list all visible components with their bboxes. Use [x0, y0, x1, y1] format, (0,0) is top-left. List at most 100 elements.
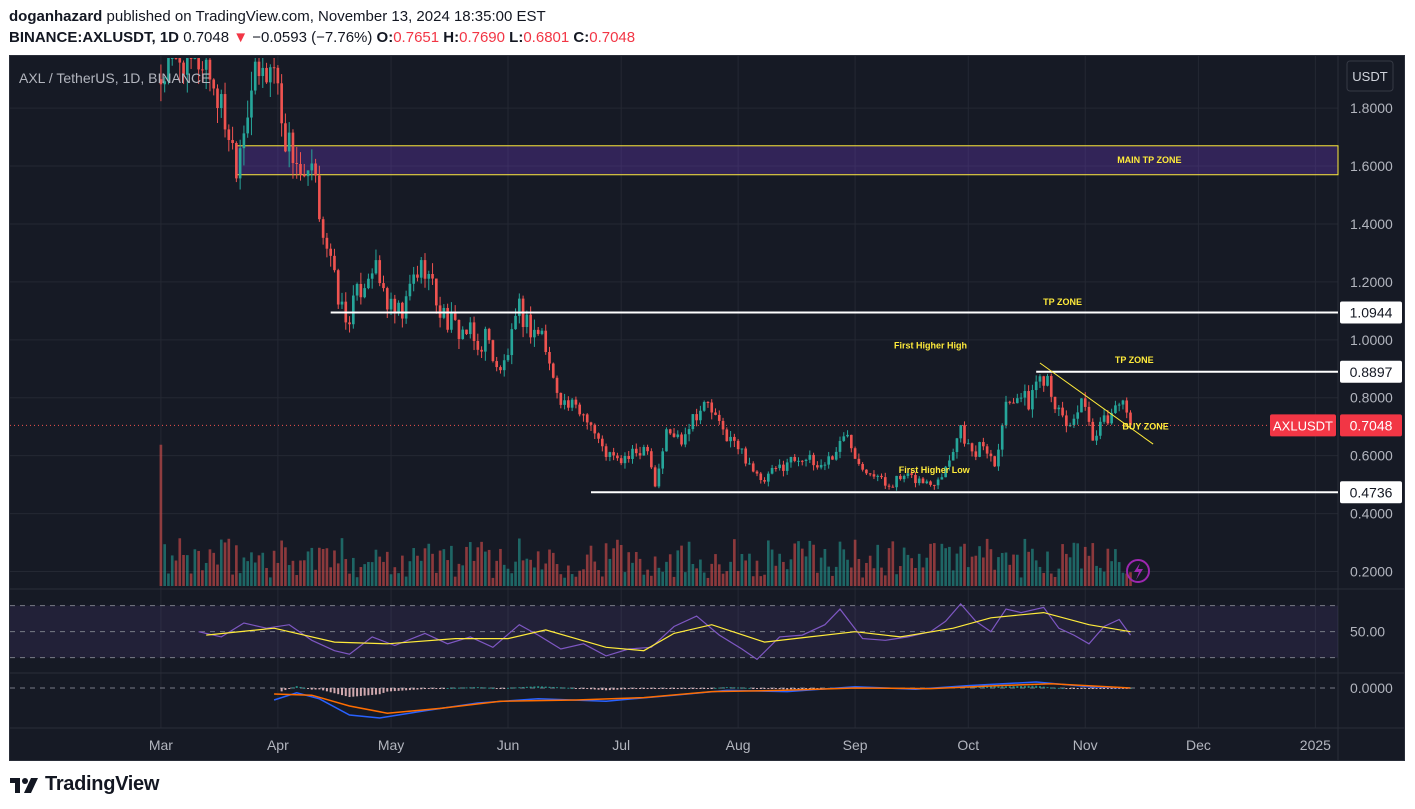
macd-histogram-bar [488, 687, 491, 689]
volume-bar [653, 556, 657, 586]
volume-bar [634, 551, 638, 586]
volume-bar [438, 550, 442, 586]
macd-histogram-bar [654, 688, 657, 689]
macd-histogram-bar [661, 688, 664, 689]
author-name[interactable]: doganhazard [9, 8, 103, 25]
candle-body [868, 473, 872, 475]
tradingview-logo-icon [10, 777, 38, 793]
candle-body [631, 448, 634, 459]
candle-body [891, 486, 895, 488]
macd-histogram-bar [1027, 685, 1030, 688]
volume-bar [242, 557, 246, 586]
volume-bar [751, 576, 755, 586]
volume-bar [434, 572, 438, 586]
macd-histogram-bar [363, 688, 366, 696]
candle-body [1065, 415, 1068, 427]
candle-body [766, 473, 770, 482]
tradingview-brand[interactable]: TradingView [45, 773, 160, 795]
macd-histogram-bar [491, 687, 494, 689]
volume-bar [268, 577, 272, 586]
volume-bar [668, 554, 672, 586]
volume-bar [506, 568, 510, 586]
candle-body [219, 94, 223, 109]
symbol-tag [1270, 414, 1336, 437]
candle-body [831, 456, 834, 460]
macd-histogram-bar [627, 688, 630, 690]
macd-histogram-bar [412, 688, 415, 690]
candle-body [506, 355, 510, 361]
candle-body [593, 424, 597, 434]
macd-histogram-bar [993, 686, 996, 688]
annotation-labels: MAIN TP ZONE TP ZONE TP ZONE First Higher H… [894, 155, 1181, 475]
volume-bar [521, 560, 525, 586]
volume-bar [378, 556, 382, 586]
candle-body [480, 349, 483, 352]
macd-histogram-bar [771, 688, 774, 689]
candle-body [865, 469, 868, 474]
macd-histogram-bar [695, 688, 698, 689]
volume-bar [963, 543, 966, 586]
candle-body [487, 328, 491, 341]
volume-bar [465, 546, 468, 586]
candle-body [536, 329, 540, 334]
volume-bar [223, 542, 227, 586]
macd-histogram-bar [986, 686, 989, 688]
price-tick-label: 0.4000 [1350, 506, 1393, 522]
candle-body [1012, 402, 1015, 404]
time-tick-label: 2025 [1300, 737, 1331, 753]
candle-body [695, 414, 698, 421]
volume-bar [1087, 555, 1091, 586]
macd-histogram-bar [1038, 686, 1041, 688]
macd-histogram-bar [1072, 688, 1075, 689]
macd-histogram-bar [540, 686, 543, 688]
currency-button[interactable]: USDT [1346, 60, 1394, 92]
volume-bar [823, 548, 827, 586]
volume-bar [717, 564, 721, 586]
macd-histogram-bar [1065, 688, 1068, 689]
candle-body [491, 340, 495, 362]
macd-histogram-bar [989, 686, 992, 688]
candle-body [619, 458, 623, 464]
candle-body [819, 464, 823, 468]
candle-body [785, 462, 789, 471]
candle-body [318, 175, 321, 220]
volume-bar [1117, 562, 1121, 586]
candle-body [336, 270, 340, 305]
open-label: O: [376, 29, 394, 46]
candle-body [359, 283, 363, 298]
candle-body [744, 448, 748, 464]
candle-body [982, 442, 985, 447]
candle-body [717, 414, 721, 421]
candle-body [736, 440, 740, 450]
candle-body [431, 273, 434, 279]
price-tick-label: 1.2000 [1350, 274, 1393, 290]
volume-bar [676, 550, 680, 586]
chart-canvas[interactable]: 1.0944 0.8897 0.4736 AXLUSDT 0.7048 1.8000 1.6… [10, 56, 1404, 760]
macd-histogram-bar [450, 687, 453, 689]
macd-histogram-bar [635, 688, 638, 689]
candle-body [1034, 381, 1038, 391]
volume-bar [431, 553, 434, 586]
volume-bar [997, 557, 1000, 586]
volume-bar [574, 576, 578, 586]
macd-histogram-bar [393, 688, 396, 692]
volume-bar [921, 567, 925, 586]
volume-bar [374, 549, 378, 586]
macd-histogram-bar [518, 687, 521, 689]
alert-lightning-icon[interactable] [1126, 559, 1150, 583]
macd-histogram-bar [408, 688, 411, 691]
volume-bar [672, 576, 676, 586]
annotation-label: First Higher High [894, 341, 967, 351]
chart-title: AXL / TetherUS, 1D, BINANCE [19, 70, 210, 86]
candle-body [959, 425, 963, 439]
volume-bar [265, 567, 268, 586]
macd-histogram-bar [646, 688, 649, 689]
volume-bar [446, 560, 449, 586]
volume-bar [517, 538, 521, 586]
macd-histogram-bar [590, 688, 592, 690]
volume-bar [533, 567, 536, 586]
candle-body [1023, 391, 1027, 398]
chart-panel[interactable]: 1.0944 0.8897 0.4736 AXLUSDT 0.7048 1.8000 1.6… [9, 55, 1405, 761]
macd-histogram-bar [669, 688, 672, 689]
candle-body [800, 460, 804, 462]
